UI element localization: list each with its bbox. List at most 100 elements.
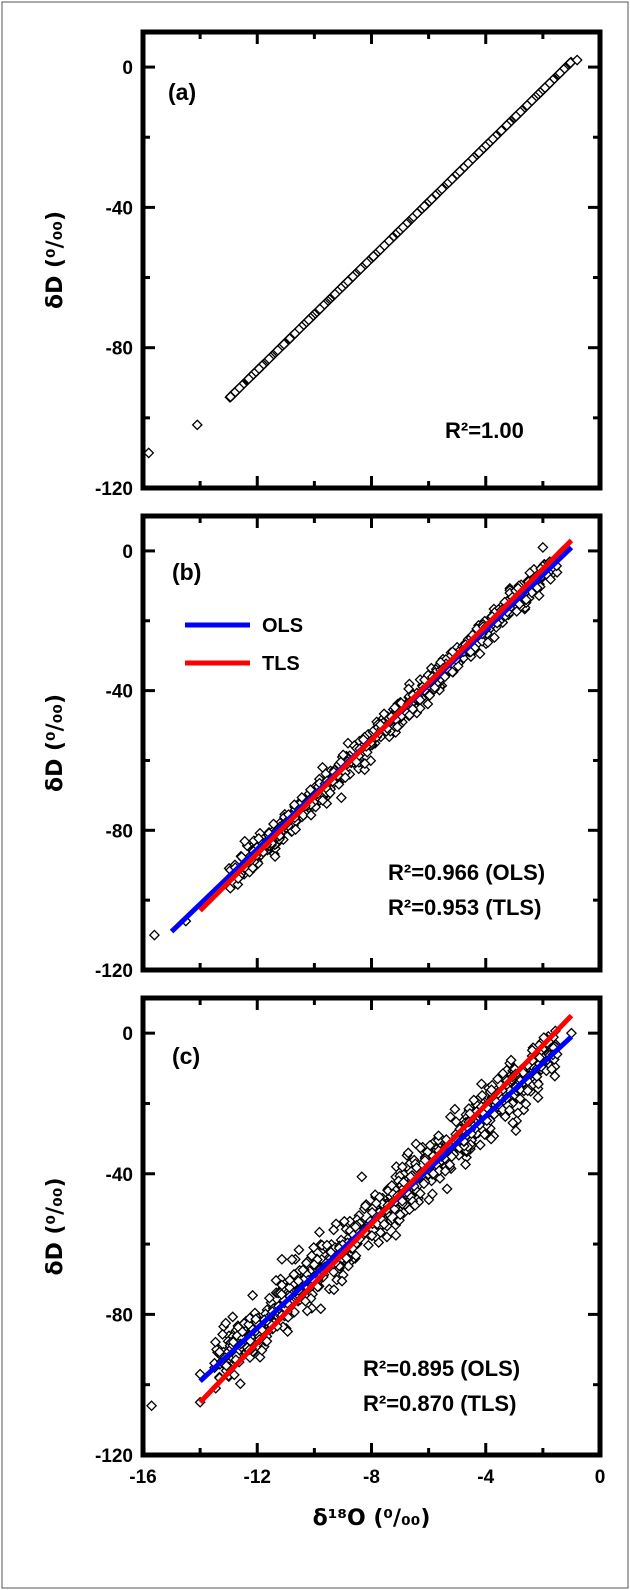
data-point bbox=[487, 133, 499, 145]
data-point bbox=[439, 1165, 451, 1177]
data-point bbox=[213, 1346, 226, 1358]
panel-a: 0 -40 -80 -120 δD (⁰/₀₀) (a) R²=1.00 bbox=[43, 29, 603, 500]
data-point bbox=[290, 823, 302, 835]
r-squared-annotation: R²=0.895 (OLS) bbox=[363, 1356, 520, 1381]
data-point bbox=[247, 862, 259, 874]
data-point bbox=[243, 373, 255, 385]
y-tick-label: -80 bbox=[106, 339, 133, 360]
data-point bbox=[479, 1129, 491, 1141]
y-tick-label: -40 bbox=[106, 682, 133, 703]
r-squared-annotation: R²=0.953 (TLS) bbox=[388, 895, 541, 920]
data-point bbox=[243, 1319, 255, 1331]
data-point bbox=[217, 1328, 229, 1340]
r-squared-annotation: R²=1.00 bbox=[445, 418, 524, 443]
data-point bbox=[386, 1179, 398, 1192]
data-point bbox=[337, 749, 349, 761]
data-point bbox=[414, 702, 426, 714]
data-point bbox=[233, 382, 245, 394]
data-point bbox=[424, 1139, 436, 1151]
data-point bbox=[462, 157, 474, 169]
data-point bbox=[468, 1094, 480, 1106]
data-point bbox=[488, 631, 500, 644]
data-point bbox=[350, 1250, 362, 1262]
panel-label: (b) bbox=[172, 559, 201, 585]
data-point bbox=[267, 818, 280, 830]
data-point bbox=[227, 1311, 239, 1323]
data-point bbox=[450, 1116, 462, 1128]
y-axis-label: δD (⁰/₀₀) bbox=[43, 1177, 68, 1275]
data-point bbox=[263, 353, 275, 365]
data-point bbox=[499, 1111, 511, 1123]
data-point bbox=[411, 207, 423, 219]
y-tick-label: -40 bbox=[106, 198, 133, 219]
data-point bbox=[308, 1242, 320, 1254]
data-point bbox=[276, 1253, 288, 1265]
data-point bbox=[304, 784, 316, 796]
data-point bbox=[270, 1274, 282, 1286]
data-point bbox=[350, 1221, 362, 1233]
data-point bbox=[492, 1073, 504, 1085]
data-point bbox=[366, 1230, 378, 1242]
data-point bbox=[510, 110, 522, 122]
data-point bbox=[361, 257, 373, 269]
data-point bbox=[394, 1209, 406, 1221]
data-point bbox=[256, 1344, 268, 1356]
y-tick-label: -80 bbox=[106, 821, 133, 842]
data-point bbox=[409, 1200, 421, 1212]
data-point bbox=[511, 605, 523, 617]
outlier-point bbox=[571, 54, 583, 66]
data-point bbox=[321, 1239, 333, 1251]
data-point bbox=[446, 173, 458, 185]
data-point bbox=[497, 1068, 509, 1080]
data-point bbox=[526, 95, 538, 107]
x-tick-label: -4 bbox=[477, 1467, 494, 1488]
data-point bbox=[422, 698, 434, 710]
data-point bbox=[232, 878, 244, 891]
data-point bbox=[227, 1336, 239, 1348]
data-point bbox=[444, 1159, 456, 1171]
data-point bbox=[381, 1231, 393, 1243]
data-point bbox=[289, 328, 301, 340]
data-point bbox=[303, 314, 315, 326]
data-point bbox=[390, 1229, 402, 1241]
data-point bbox=[514, 1093, 526, 1105]
x-axis-label: δ¹⁸O (⁰/₀₀) bbox=[313, 1506, 431, 1531]
data-point bbox=[324, 787, 336, 799]
y-tick-label: 0 bbox=[122, 58, 133, 79]
data-point bbox=[355, 263, 367, 275]
legend-label-ols: OLS bbox=[262, 615, 303, 637]
data-point bbox=[545, 573, 557, 585]
data-point bbox=[329, 288, 341, 300]
data-point bbox=[253, 832, 265, 845]
x-tick-label: -16 bbox=[129, 1467, 156, 1488]
data-point bbox=[261, 1335, 273, 1347]
y-axis-label: δD (⁰/₀₀) bbox=[43, 211, 68, 309]
data-point bbox=[336, 1275, 348, 1287]
data-point bbox=[389, 1203, 401, 1215]
data-point bbox=[522, 1085, 534, 1097]
data-point bbox=[389, 702, 401, 714]
data-point bbox=[476, 1089, 488, 1101]
data-point bbox=[335, 792, 347, 804]
data-point bbox=[339, 772, 351, 784]
y-tick-label: -120 bbox=[95, 1446, 133, 1467]
y-tick-label: -80 bbox=[106, 1305, 133, 1326]
data-point bbox=[328, 1266, 340, 1278]
tls-fit-line bbox=[198, 538, 574, 913]
data-point bbox=[449, 1103, 461, 1115]
data-point bbox=[239, 835, 251, 847]
data-point bbox=[396, 1161, 408, 1173]
data-point bbox=[253, 363, 265, 375]
data-point bbox=[402, 1147, 414, 1159]
data-point bbox=[284, 1274, 296, 1286]
data-point bbox=[507, 1117, 519, 1129]
data-point bbox=[209, 1336, 222, 1348]
data-point bbox=[359, 764, 371, 776]
y-axis-label: δD (⁰/₀₀) bbox=[43, 694, 68, 792]
data-point bbox=[446, 1151, 458, 1163]
data-point bbox=[220, 1360, 232, 1372]
y-tick-label: 0 bbox=[122, 1024, 133, 1045]
data-point bbox=[426, 193, 438, 205]
